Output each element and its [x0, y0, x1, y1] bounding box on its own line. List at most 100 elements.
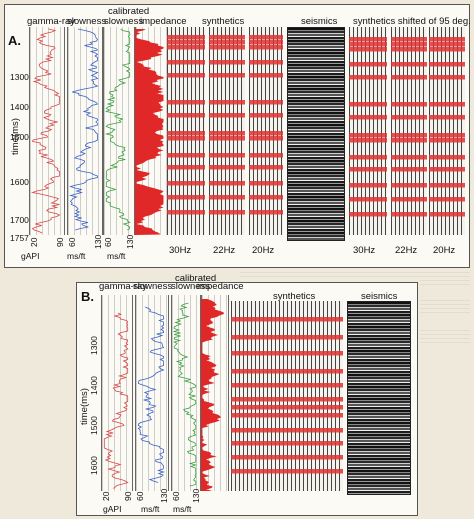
scale-tick: 130: [125, 234, 135, 249]
synthetic-red-peak: [391, 133, 427, 138]
freq-label: 22Hz: [395, 245, 418, 256]
synthetic-red-peak: [429, 47, 465, 52]
header-synthetics: synthetics: [202, 16, 245, 27]
synthetic-red-peak: [209, 100, 245, 105]
synthetic-red-peak: [167, 113, 205, 118]
synthetic-red-peak: [249, 153, 283, 158]
freq-label: 20Hz: [433, 245, 456, 256]
seismic-section: [347, 301, 411, 495]
freq-label: 30Hz: [353, 245, 376, 256]
synthetic-red-peak: [231, 369, 343, 374]
synthetic-red-peak: [209, 131, 245, 136]
synthetic-red-peak: [429, 138, 465, 143]
synthetic-red-peak: [429, 62, 465, 67]
synthetic-red-peak: [209, 73, 245, 78]
synthetic-red-peak: [429, 102, 465, 107]
synthetic-red-peak: [167, 100, 205, 105]
header-calibrated: calibrated: [175, 273, 217, 284]
synthetic-red-peak: [209, 210, 245, 215]
synthetic-red-peak: [429, 155, 465, 160]
synthetic-red-peak: [231, 428, 343, 433]
synthetic-red-peak: [391, 197, 427, 202]
synthetic-red-peak: [391, 75, 427, 80]
unit-gapi: gAPI: [21, 251, 40, 261]
synthetic-red-peak: [209, 165, 245, 170]
synthetic-red-peak: [429, 133, 465, 138]
synthetic-red-peak: [391, 183, 427, 188]
panel-b-log-curves: [103, 299, 224, 491]
header-slowness: slowness: [67, 16, 107, 27]
header-gamma-ray: gamma-ray: [27, 16, 76, 27]
time-tick: 1400: [10, 102, 29, 112]
synthetic-red-peak: [249, 100, 283, 105]
synthetic-red-peak: [231, 383, 343, 388]
synthetic-red-peak: [429, 167, 465, 172]
header-calibrated: calibrated: [108, 6, 150, 17]
time-tick: 1500: [10, 132, 29, 142]
synthetic-red-peak: [167, 73, 205, 78]
synthetic-red-peak: [349, 183, 387, 188]
synthetic-red-peak: [391, 115, 427, 120]
synthetic-red-peak: [429, 183, 465, 188]
slowness-curve: [137, 306, 165, 483]
synthetic-red-peak: [429, 212, 465, 217]
header-seismics: seismics: [301, 16, 338, 27]
time-tick: 1600: [10, 177, 29, 187]
scale-tick: 90: [55, 237, 65, 247]
synthetic-red-peak: [209, 136, 245, 141]
synthetic-red-peak: [231, 469, 343, 474]
synthetic-red-peak: [167, 60, 205, 65]
synthetic-red-peak: [167, 153, 205, 158]
scale-tick: 20: [29, 237, 39, 247]
seismic-section: [287, 27, 345, 241]
synthetic-red-peak: [429, 42, 465, 47]
synthetic-red-peak: [349, 133, 387, 138]
panel-a-frame: A. gamma-ray slowness calibrated slownes…: [4, 4, 471, 268]
synthetic-red-peak: [249, 73, 283, 78]
synthetic-red-peak: [209, 153, 245, 158]
synthetic-red-peak: [429, 75, 465, 80]
synthetic-red-peak: [231, 441, 343, 446]
synthetic-red-peak: [249, 113, 283, 118]
synthetic-red-peak: [249, 195, 283, 200]
synthetic-red-peak: [167, 45, 205, 50]
freq-label: 22Hz: [213, 245, 236, 256]
unit-gapi: gAPI: [103, 504, 122, 514]
time-tick: 1700: [10, 215, 29, 225]
synthetic-red-peak: [209, 45, 245, 50]
impedance-fill: [201, 299, 224, 491]
scale-tick: 130: [159, 488, 169, 503]
synthetic-red-peak: [209, 35, 245, 40]
synthetic-red-peak: [391, 62, 427, 67]
synthetic-red-peak: [231, 335, 343, 340]
scale-tick: 90: [123, 491, 133, 501]
synthetic-red-peak: [231, 455, 343, 460]
synthetic-red-peak: [231, 405, 343, 410]
synthetic-red-peak: [349, 37, 387, 42]
slowness-curve: [69, 28, 99, 231]
panel-b-frame: B. gamma-ray slowness calibrated slownes…: [76, 273, 418, 516]
synthetic-red-peak: [429, 37, 465, 42]
synthetic-red-peak: [249, 136, 283, 141]
synthetic-red-peak: [349, 138, 387, 143]
synthetic-red-peak: [391, 37, 427, 42]
scale-tick: 20: [101, 491, 111, 501]
synthetic-red-peak: [391, 47, 427, 52]
panel-a-letter: A.: [8, 33, 21, 48]
synthetic-red-peak: [209, 195, 245, 200]
synthetic-red-peak: [249, 40, 283, 45]
synthetic-red-peak: [391, 138, 427, 143]
time-tick: 1300: [10, 72, 29, 82]
header-calibrated-slowness: slowness: [104, 16, 144, 27]
gamma-ray-curve: [30, 28, 61, 234]
synthetic-red-peak: [349, 115, 387, 120]
synthetic-red-peak: [429, 115, 465, 120]
synthetic-red-peak: [391, 102, 427, 107]
header-gamma-ray: gamma-ray: [99, 281, 148, 292]
synthetic-red-peak: [429, 197, 465, 202]
freq-label: 20Hz: [252, 245, 275, 256]
background-text-line: [240, 272, 470, 285]
panel-b-letter: B.: [81, 289, 94, 304]
synthetic-red-peak: [391, 167, 427, 172]
